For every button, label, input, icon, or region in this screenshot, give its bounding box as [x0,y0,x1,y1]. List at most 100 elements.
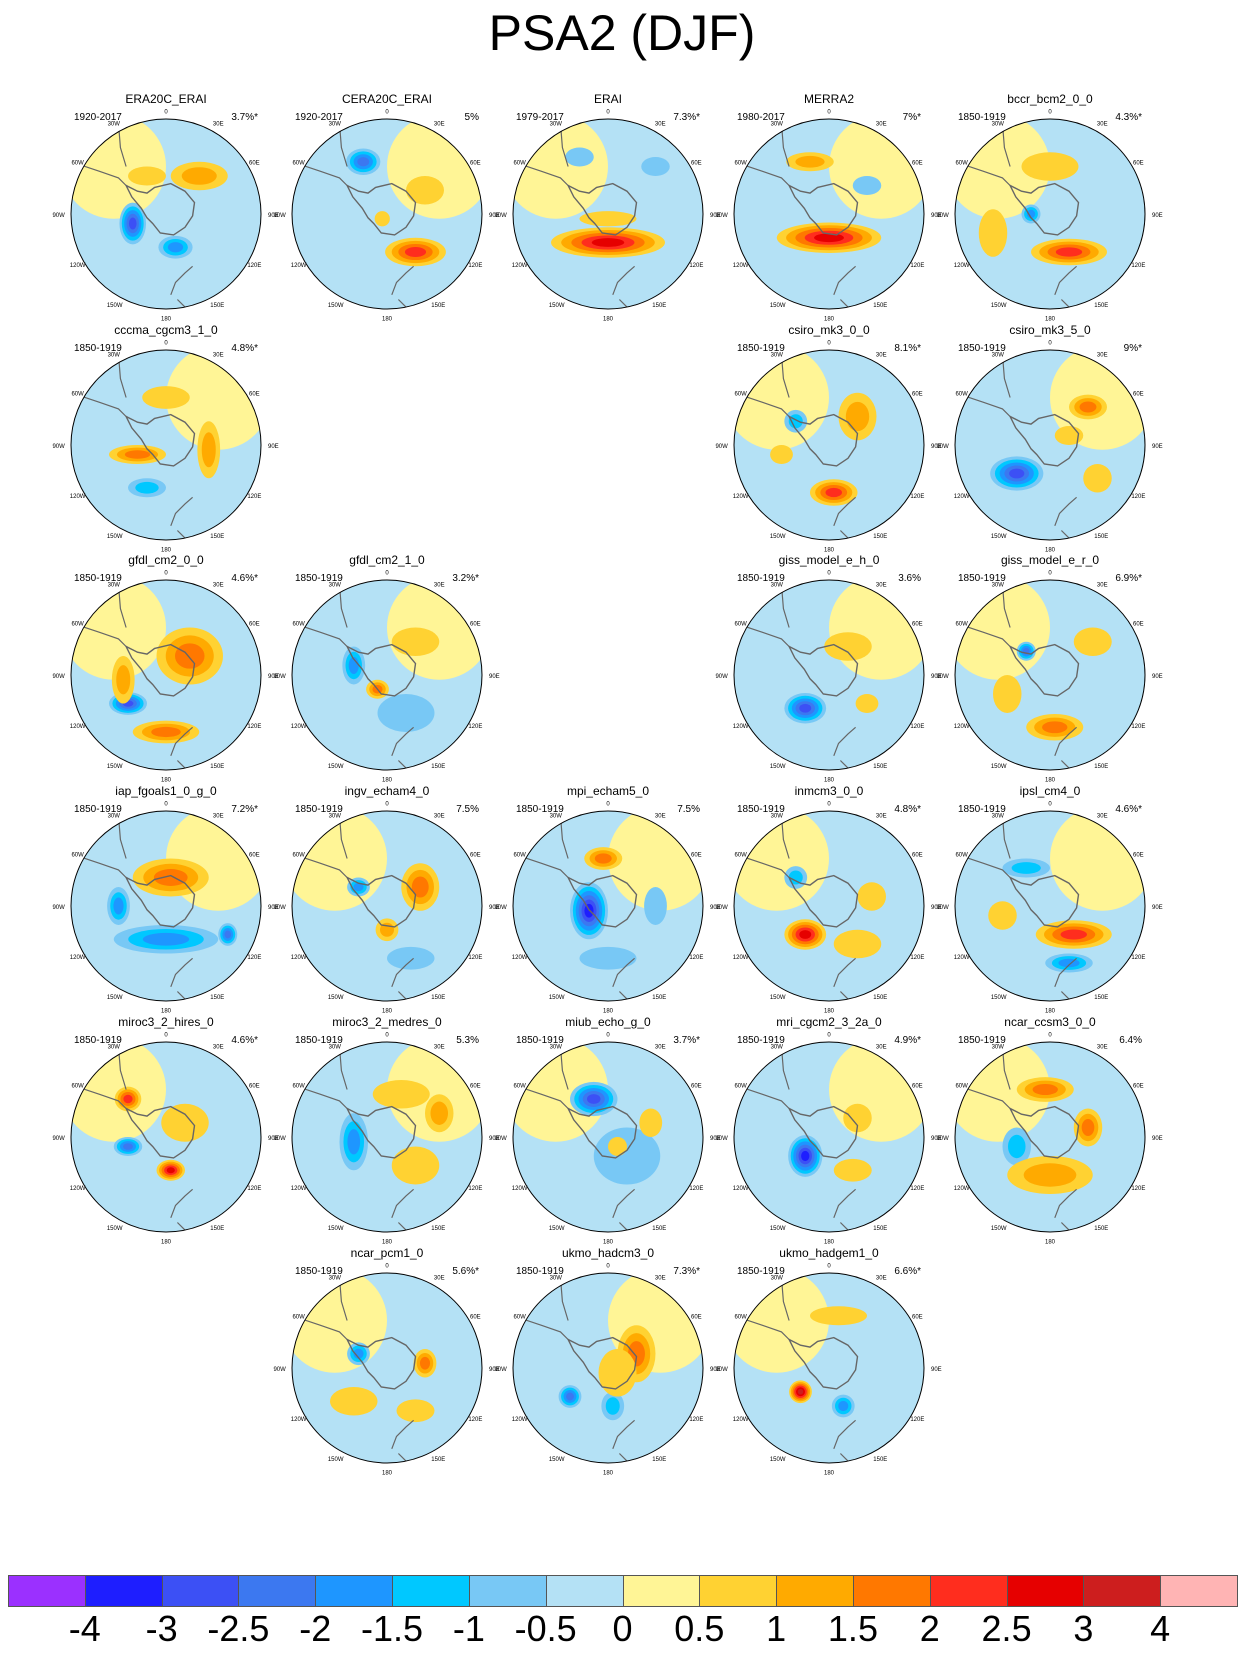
longitude-label: 90W [494,905,507,911]
coastline [734,853,790,878]
longitude-label: 120W [512,955,528,961]
longitude-label: 120W [291,955,307,961]
map-border [291,810,483,1002]
coastline [1054,1188,1077,1219]
panel-title: ncar_ccsm3_0_0 [1004,1015,1096,1029]
longitude-label: 0 [1048,109,1052,115]
longitude-label: 150E [652,995,666,1001]
longitude-label: 120W [954,494,970,500]
longitude-label: 90E [931,1136,942,1142]
contour-patch [1032,1084,1058,1095]
longitude-label: 60E [691,853,702,859]
longitude-label: 60W [734,392,747,398]
coastline [170,1188,193,1219]
contour-patch [201,432,216,468]
longitude-label: 120W [954,724,970,730]
longitude-label: 30E [655,122,666,128]
coastline [612,1419,635,1450]
contour-patch [845,401,870,432]
polar-map: 0 180 90W 90E 30W 30E 60W 60E 120W 120E 150W 150E [52,570,278,783]
panel-period: 1850-1919 [958,112,1006,123]
longitude-label: 30E [876,583,887,589]
longitude-label: 30W [329,122,342,128]
map-panel: 0 180 90W 90E 30W 30E 60W 60E 120W 120E 150W 150E gf… [50,553,282,785]
panel-variance: 7.2%* [231,804,258,815]
longitude-label: 0 [827,1032,831,1038]
polar-map: 0 180 90W 90E 30W 30E 60W 60E 120W 120E 150W 150E [715,801,941,1014]
longitude-label: 30W [771,1045,784,1051]
polar-map: 0 180 90W 90E 30W 30E 60W 60E 120W 120E 150W 150E [715,1032,942,1245]
map-border [954,118,1146,310]
panel-period: 1850-1919 [958,1035,1006,1046]
longitude-label: 120E [689,955,703,961]
colorbar-label: -1.5 [361,1608,424,1649]
colorbar-swatch [468,1575,547,1607]
map-border [733,579,925,771]
longitude-label: 180 [382,1008,393,1014]
longitude-label: 120E [247,724,261,730]
colorbar-swatch [392,1575,470,1607]
contour-patch [123,1143,133,1150]
colorbar-label: -0.5 [514,1608,577,1649]
contour-patch [135,481,159,494]
coastline [170,265,193,296]
coastline [292,1084,348,1109]
longitude-label: 30W [108,814,121,820]
coastline [513,1315,569,1340]
antarctica-coastline [566,874,638,928]
map-border [512,1041,704,1233]
longitude-label: 90E [1152,444,1163,450]
longitude-label: 90E [710,213,721,219]
panel-variance: 3.7%* [673,1035,700,1046]
panel-variance: 3.2%* [452,573,479,584]
longitude-label: 180 [824,777,835,783]
map-border [70,579,262,771]
coastline [513,1084,569,1109]
longitude-label: 90W [715,674,728,680]
panel-title: inmcm3_0_0 [794,784,864,798]
colorbar-swatch [929,1575,1008,1607]
contour-patch [838,1400,849,1412]
longitude-label: 150E [1094,1226,1108,1232]
longitude-label: 90E [1152,1136,1163,1142]
map-panel: 0 180 90W 90E 30W 30E 60W 60E 120W 120E 150W 150E cs… [713,323,945,555]
coastline [955,161,1011,186]
coastline [513,853,569,878]
coastline [397,991,407,1000]
polar-map: 0 180 90W 90E 30W 30E 60W 60E 120W 120E 150W 150E [494,109,721,322]
longitude-label: 30E [876,1045,887,1051]
longitude-label: 30E [655,1276,666,1282]
longitude-label: 90W [273,1367,286,1373]
contour-patch [377,694,435,732]
longitude-label: 60W [513,853,526,859]
panel-title: gfdl_cm2_0_0 [128,553,204,567]
coastline [839,1222,849,1231]
longitude-label: 60E [249,392,260,398]
coastline [71,853,127,878]
longitude-label: 120E [689,263,703,269]
longitude-label: 30W [108,1045,121,1051]
longitude-label: 120E [468,263,482,269]
longitude-label: 30E [213,353,224,359]
longitude-label: 120W [291,1417,307,1423]
coastline [612,265,635,296]
longitude-label: 120E [910,494,924,500]
longitude-label: 120E [468,1417,482,1423]
panel-title: ingv_echam4_0 [344,784,430,798]
antarctica-coastline [345,1105,417,1159]
longitude-label: 0 [385,109,389,115]
longitude-label: 90E [268,1136,279,1142]
antarctica-coastline [345,1336,417,1390]
panel-variance: 7.5% [677,804,700,815]
longitude-label: 30E [1097,1045,1108,1051]
longitude-label: 30E [1097,583,1108,589]
longitude-label: 120E [1131,955,1145,961]
map-border [512,118,704,310]
contour-patch [391,627,440,656]
contour-patch [124,450,151,459]
longitude-label: 30E [213,814,224,820]
panel-variance: 4.6%* [231,573,258,584]
coastline [397,1453,407,1462]
panel-period: 1850-1919 [958,343,1006,354]
longitude-label: 30E [434,814,445,820]
